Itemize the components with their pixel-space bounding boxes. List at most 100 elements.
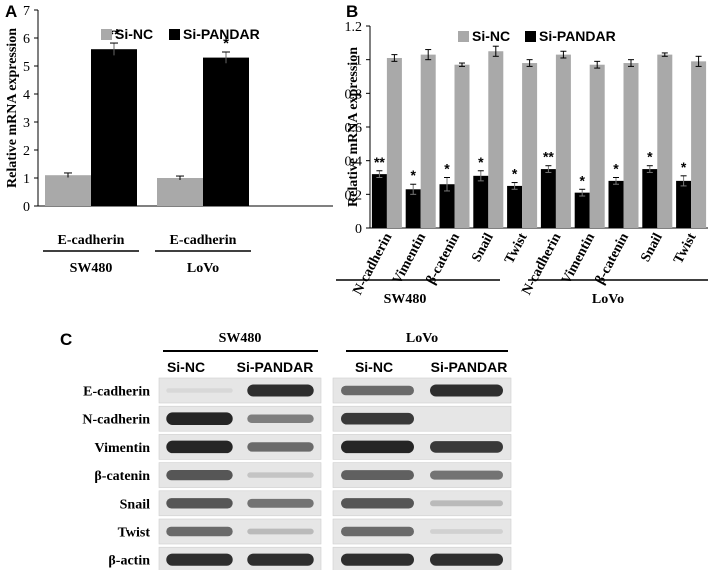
bar-b — [371, 174, 387, 228]
y-tick-label-a: 6 — [23, 32, 30, 47]
bar-b — [574, 192, 590, 228]
bar-b — [691, 61, 707, 228]
blot-row-label: Snail — [120, 497, 150, 512]
y-tick-label-a: 5 — [23, 60, 30, 75]
significance-label-b: * — [410, 167, 416, 183]
bar-a — [157, 178, 203, 206]
category-label-b: β-catenin — [424, 231, 463, 287]
bar-b — [386, 57, 402, 228]
y-tick-label-b: 1 — [355, 54, 362, 69]
blot-band — [166, 526, 233, 537]
legend-swatch-a — [101, 29, 112, 40]
category-label-b: Snail — [469, 231, 497, 265]
y-tick-label-a: 4 — [23, 88, 30, 103]
y-axis-title-b: Relative mRNA expression — [346, 47, 361, 207]
significance-label-b: * — [681, 159, 687, 175]
blot-band — [247, 553, 314, 566]
significance-label-a: * — [223, 35, 229, 52]
y-tick-label-a: 2 — [23, 144, 30, 159]
y-tick-label-b: 0.6 — [345, 121, 363, 136]
bar-b — [420, 54, 436, 228]
group-label-b: LoVo — [592, 292, 624, 307]
cell-line-label: LoVo — [406, 331, 438, 346]
bar-b — [555, 54, 571, 228]
y-tick-label-a: 0 — [23, 200, 30, 215]
blot-row-label: β-actin — [108, 554, 150, 569]
blot-band — [166, 498, 233, 509]
blot-band — [166, 469, 233, 481]
category-label-b: Snail — [638, 231, 666, 265]
category-label-a: E-cadherin — [58, 233, 125, 248]
bar-b — [488, 51, 504, 228]
y-axis-title-a: Relative mRNA expression — [5, 28, 20, 188]
blot-band — [341, 385, 414, 396]
blot-row-label: Twist — [118, 526, 151, 541]
significance-label-b: ** — [374, 154, 385, 170]
bar-b — [439, 184, 455, 228]
y-tick-label-b: 0.2 — [345, 188, 363, 203]
y-tick-label-a: 7 — [23, 4, 30, 19]
blot-row-label: N-cadherin — [82, 413, 150, 428]
bar-a — [203, 57, 249, 206]
group-label-a: SW480 — [70, 261, 113, 276]
y-tick-label-b: 0.8 — [345, 87, 363, 102]
blot-row-label: Vimentin — [95, 441, 151, 456]
significance-label-b: * — [613, 161, 619, 177]
condition-label: Si-NC — [355, 359, 393, 375]
blot-band — [430, 470, 503, 480]
blot-band — [430, 529, 503, 534]
condition-label: Si-PANDAR — [237, 359, 314, 375]
bar-b — [642, 169, 658, 228]
category-label-b: β-catenin — [593, 231, 632, 287]
condition-label: Si-PANDAR — [431, 359, 508, 375]
category-label-b: N-cadherin — [350, 231, 395, 298]
chart-b: 0 0.2 0.4 0.6 0.8 1 1.2 Relative mRNA expressio… — [336, 20, 708, 307]
blot-band — [341, 470, 414, 481]
panel-label-a: A — [5, 2, 17, 21]
blot-row-label: E-cadherin — [83, 385, 150, 400]
blot-band — [166, 388, 233, 393]
blot-row-label: β-catenin — [94, 469, 150, 484]
condition-label: Si-NC — [167, 359, 205, 375]
legend-label-a: Si-PANDAR — [183, 26, 260, 42]
blot-band — [166, 440, 233, 454]
group-label-b: SW480 — [384, 292, 427, 307]
bar-b — [454, 64, 470, 228]
y-tick-label-b: 1.2 — [345, 20, 363, 35]
bar-b — [657, 54, 673, 228]
blot-band — [166, 553, 233, 566]
category-label-a: E-cadherin — [170, 233, 237, 248]
blot-band — [247, 384, 314, 397]
y-tick-label-a: 1 — [23, 172, 30, 187]
blot-band — [247, 528, 314, 535]
significance-label-b: * — [478, 154, 484, 170]
blot-band — [247, 414, 314, 423]
bar-a — [91, 49, 137, 207]
legend-label-b: Si-PANDAR — [539, 28, 616, 44]
panel-label-c: C — [60, 330, 72, 349]
blot-band — [341, 412, 414, 425]
bar-b — [405, 189, 421, 228]
significance-label-b: * — [647, 149, 653, 165]
bar-b — [623, 63, 639, 229]
bar-b — [608, 180, 624, 228]
group-label-a: LoVo — [187, 261, 219, 276]
category-label-b: Twist — [671, 231, 700, 267]
blot-band — [341, 440, 414, 454]
bar-b — [540, 169, 556, 228]
y-tick-label-b: 0.4 — [345, 155, 363, 170]
western-blot-panel: SW480 LoVo Si-NC Si-PANDAR Si-NC Si-PANDAR E-c… — [82, 331, 512, 570]
cell-line-label: SW480 — [219, 331, 262, 346]
significance-label-b: * — [512, 166, 518, 182]
blot-band — [430, 553, 503, 566]
bar-a — [45, 175, 91, 206]
category-label-b: Twist — [502, 231, 531, 267]
bar-b — [522, 63, 538, 229]
blot-band — [430, 441, 503, 453]
panel-label-b: B — [346, 2, 358, 21]
bar-b — [473, 175, 489, 228]
significance-label-a: ** — [108, 26, 120, 43]
significance-label-b: ** — [543, 149, 554, 165]
bar-b — [676, 180, 692, 228]
